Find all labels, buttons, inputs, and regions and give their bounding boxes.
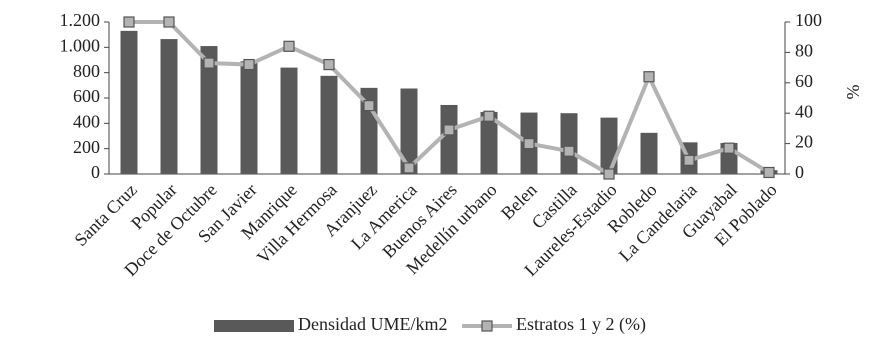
bar — [200, 46, 218, 174]
line-marker — [483, 110, 495, 122]
y-tick-label: 1.000 — [60, 35, 101, 55]
bar — [440, 104, 458, 174]
legend-swatch — [214, 320, 294, 332]
y2-tick-label: 0 — [795, 162, 804, 182]
bar — [640, 132, 658, 174]
y-tick-label: 1.200 — [60, 10, 101, 30]
line-marker — [683, 154, 695, 166]
legend-label: Densidad UME/km2 — [298, 314, 447, 334]
line-marker — [523, 138, 535, 150]
line-marker — [403, 162, 415, 174]
line-marker — [643, 71, 655, 83]
line-marker — [123, 16, 135, 28]
y-tick-label: 400 — [73, 111, 100, 131]
legend-label: Estratos 1 y 2 (%) — [516, 314, 646, 335]
y-tick-label: 800 — [73, 61, 100, 81]
legend-marker — [481, 320, 493, 332]
bar — [240, 61, 258, 175]
line-marker — [163, 16, 175, 28]
y2-tick-label: 60 — [795, 71, 813, 91]
line-marker — [243, 58, 255, 71]
y-tick-label: 600 — [73, 86, 100, 106]
line-marker — [323, 58, 335, 71]
y2-axis-label: % — [843, 85, 863, 100]
y-tick-label: 200 — [73, 137, 100, 157]
bar — [560, 113, 578, 174]
line-marker — [723, 142, 735, 154]
line-marker — [763, 166, 775, 179]
y-tick-label: 0 — [91, 162, 100, 182]
bar — [600, 117, 618, 174]
y2-tick-label: 40 — [795, 101, 813, 121]
bar — [120, 30, 138, 174]
bar — [280, 67, 298, 174]
line-marker — [443, 124, 455, 136]
line-marker — [283, 40, 295, 52]
line-marker — [203, 57, 215, 69]
line-marker — [563, 145, 575, 157]
line-marker — [363, 99, 375, 112]
y2-tick-label: 80 — [795, 41, 813, 61]
bar — [320, 75, 338, 174]
bar — [480, 111, 498, 174]
bar — [160, 39, 178, 174]
y2-tick-label: 100 — [795, 10, 822, 30]
bar — [400, 88, 418, 174]
y2-tick-label: 20 — [795, 132, 813, 152]
line-marker — [603, 168, 615, 180]
